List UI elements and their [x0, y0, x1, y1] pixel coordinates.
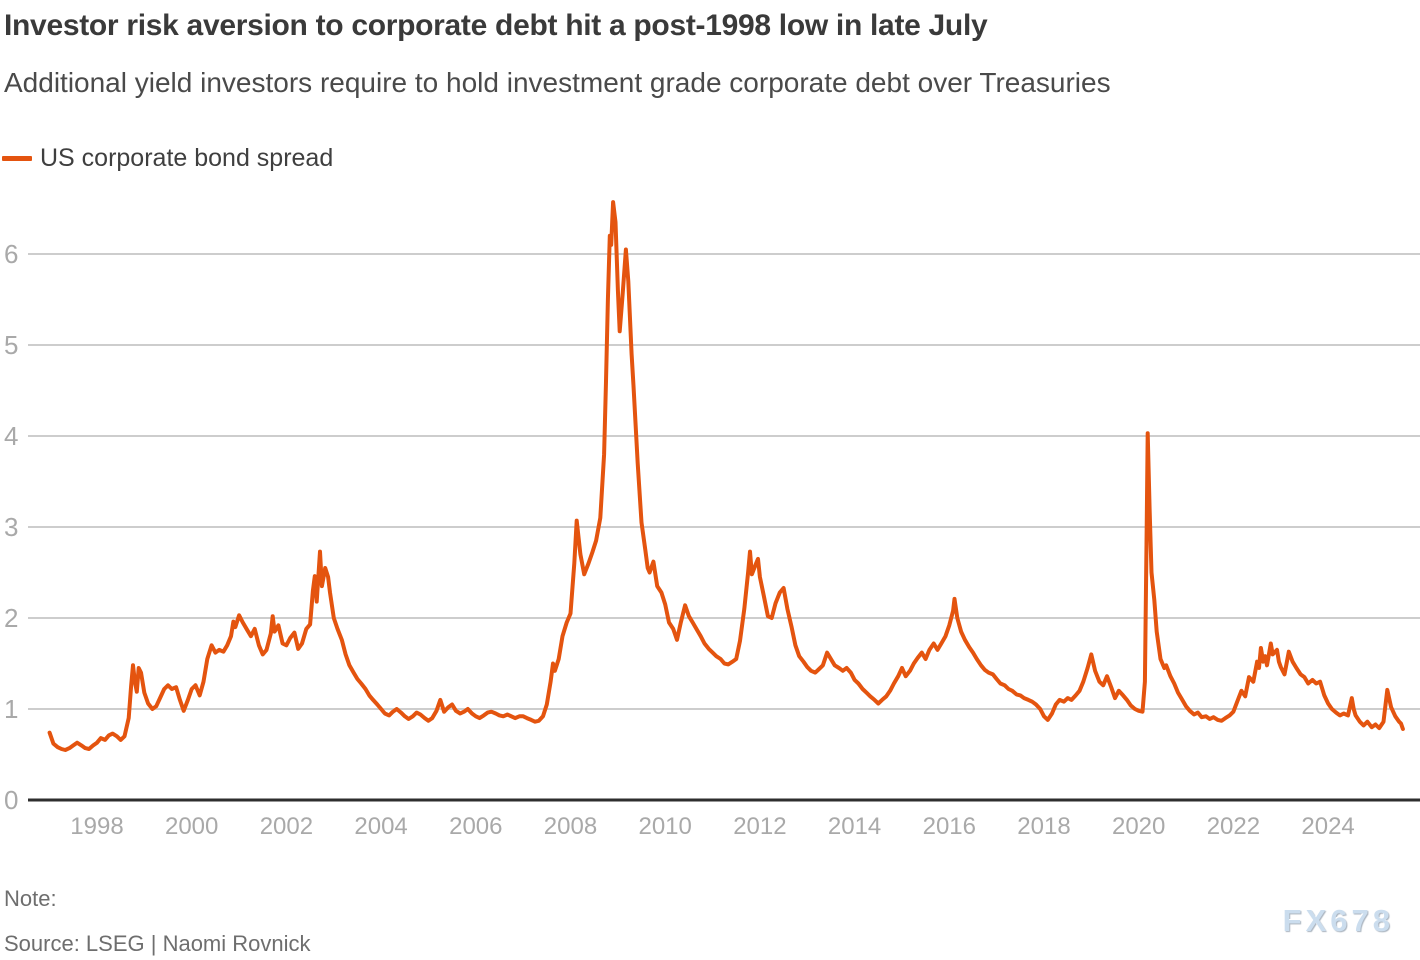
spread-line: [47, 200, 1405, 752]
source-line: Source: LSEG | Naomi Rovnick: [4, 931, 311, 956]
x-tick-label: 2006: [449, 813, 503, 840]
y-tick-label: 3: [4, 512, 19, 542]
x-tick-label: 2000: [164, 813, 219, 840]
watermark: FX678: [1282, 903, 1394, 938]
y-tick-label: 2: [4, 603, 19, 633]
x-tick-label: 2010: [638, 813, 692, 840]
y-tick-label: 4: [4, 421, 19, 451]
x-tick-label: 2012: [733, 813, 787, 840]
y-tick-label: 5: [4, 330, 19, 360]
legend-label: US corporate bond spread: [40, 144, 334, 172]
x-tick-label: 1998: [70, 813, 124, 840]
note-label: Note:: [4, 886, 57, 911]
x-tick-label: 2016: [922, 813, 976, 840]
legend-line-swatch: [2, 156, 32, 161]
legend: US corporate bond spread: [2, 144, 333, 173]
x-tick-label: 2014: [827, 813, 882, 840]
x-tick-label: 2008: [543, 813, 598, 840]
y-tick-label: 0: [4, 785, 19, 815]
chart-subtitle: Additional yield investors require to ho…: [4, 67, 1111, 98]
x-tick-label: 2018: [1017, 813, 1071, 840]
chart-title: Investor risk aversion to corporate debt…: [4, 9, 988, 42]
x-tick-label: 2020: [1111, 813, 1166, 840]
x-tick-label: 2024: [1301, 813, 1355, 840]
y-tick-label: 6: [4, 239, 19, 269]
x-tick-label: 2022: [1206, 813, 1261, 840]
y-tick-label: 1: [4, 694, 19, 724]
x-tick-label: 2004: [354, 813, 408, 840]
x-tick-label: 2002: [259, 813, 314, 840]
